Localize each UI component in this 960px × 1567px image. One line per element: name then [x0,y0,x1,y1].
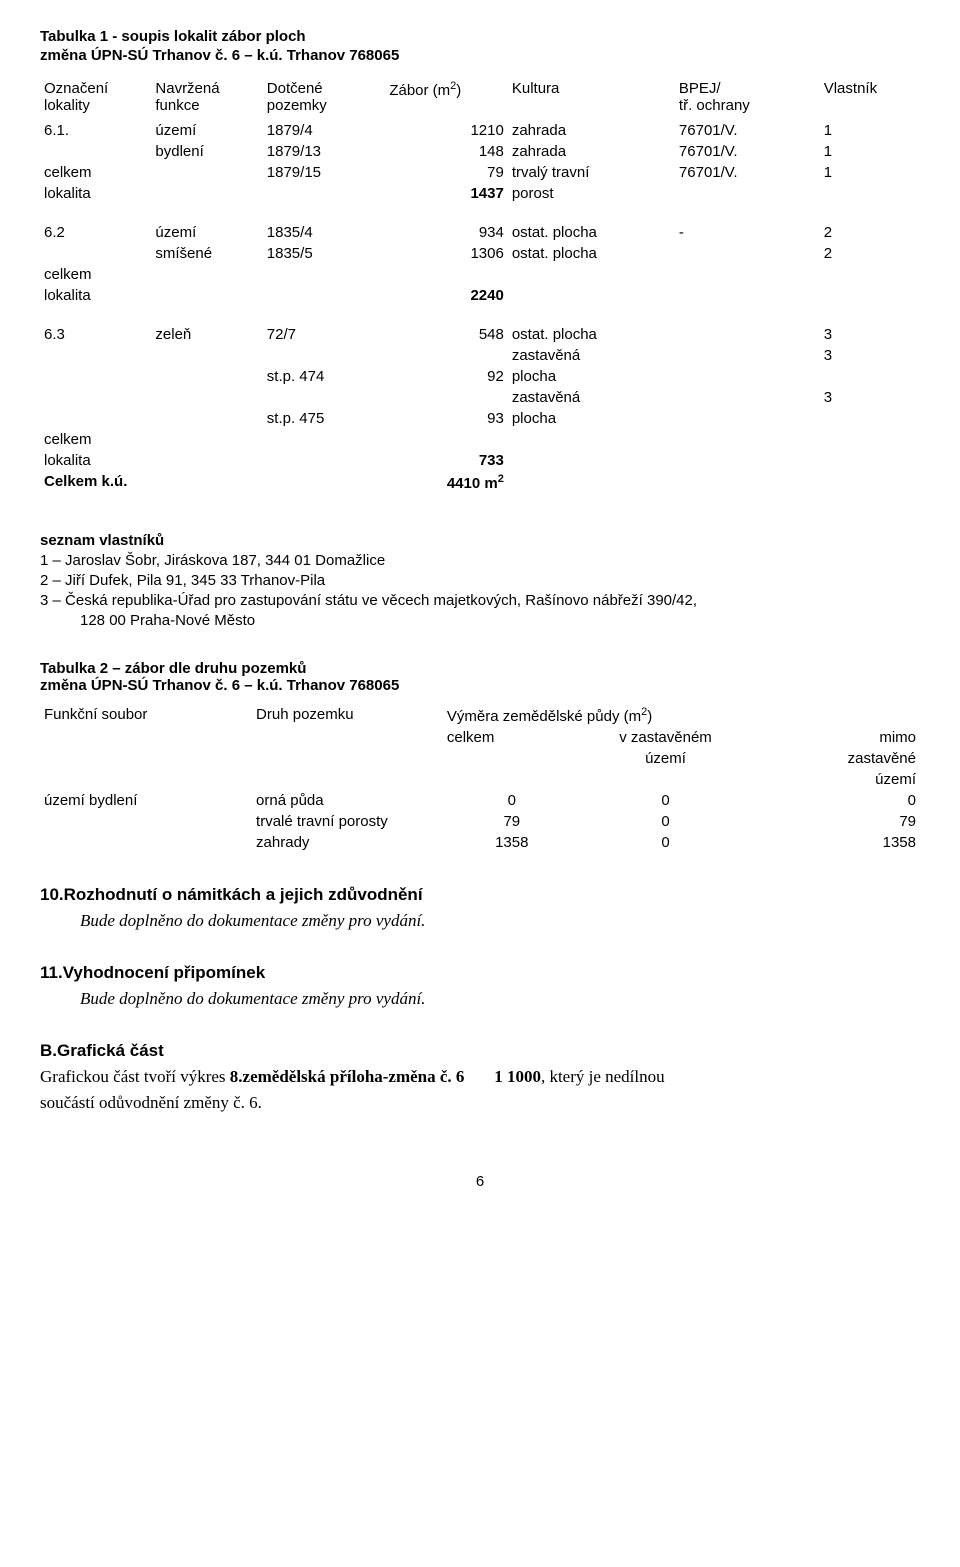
table-row: zahrady 1358 0 1358 [40,832,920,853]
page-number: 6 [40,1173,920,1190]
table-row: území zastavěné [40,748,920,769]
owner-2: 2 – Jiří Dufek, Pila 91, 345 33 Trhanov-… [40,572,920,589]
section-10-body: Bude doplněno do dokumentace změny pro v… [80,911,920,931]
section-b-line2: součástí odůvodnění změny č. 6. [40,1093,920,1113]
owner-3a: 3 – Česká republika-Úřad pro zastupování… [40,592,920,609]
section-b-line1: Grafickou část tvoří výkres 8.zemědělská… [40,1067,920,1087]
table-row: lokalita 733 [40,450,920,471]
section-11-body: Bude doplněno do dokumentace změny pro v… [80,989,920,1009]
table-row: smíšené 1835/5 1306 ostat. plocha 2 [40,243,920,264]
t1-h2: Navrženáfunkce [151,78,262,120]
table-row: 6.3 zeleň 72/7 548 ostat. plocha 3 [40,324,920,345]
t1-h7: Vlastník [820,78,920,120]
table-row: zastavěná 3 [40,387,920,408]
table2-title: Tabulka 2 – zábor dle druhu pozemků [40,660,920,677]
table1: Označenílokality Navrženáfunkce Dotčenép… [40,78,920,494]
t1-h4: Zábor (m2) [385,78,508,120]
t1-h6: BPEJ/tř. ochrany [675,78,820,120]
section-b-title: B.Grafická část [40,1041,920,1061]
table-row: Funkční soubor Druh pozemku Výměra zeměd… [40,704,920,727]
table-row: celkem v zastavěném mimo [40,727,920,748]
t1-h3: Dotčenépozemky [263,78,386,120]
table-row: 6.1. území 1879/4 1210 zahrada 76701/V. … [40,120,920,141]
table-row: lokalita 1437 porost [40,183,920,204]
table1-subtitle: změna ÚPN-SÚ Trhanov č. 6 – k.ú. Trhanov… [40,47,920,64]
table-row: bydlení 1879/13 148 zahrada 76701/V. 1 [40,141,920,162]
table-row: st.p. 475 93 plocha [40,408,920,429]
owner-3b: 128 00 Praha-Nové Město [80,612,920,629]
table-row: lokalita 2240 [40,285,920,306]
owners-title: seznam vlastníků [40,532,920,549]
table-row: celkem [40,429,920,450]
table-row: území bydlení orná půda 0 0 0 [40,790,920,811]
table-row: 6.2 území 1835/4 934 ostat. plocha - 2 [40,222,920,243]
table-row: celkem [40,264,920,285]
table2: Funkční soubor Druh pozemku Výměra zeměd… [40,704,920,853]
table2-subtitle: změna ÚPN-SÚ Trhanov č. 6 – k.ú. Trhanov… [40,677,920,694]
t1-h1: Označenílokality [40,78,151,120]
table1-title: Tabulka 1 - soupis lokalit zábor ploch [40,28,920,45]
table-row: území [40,769,920,790]
section-11-title: 11.Vyhodnocení připomínek [40,963,920,983]
table-row-total: Celkem k.ú. 4410 m2 [40,471,920,494]
t1-h5: Kultura [508,78,675,120]
table-row: zastavěná 3 [40,345,920,366]
owner-1: 1 – Jaroslav Šobr, Jiráskova 187, 344 01… [40,552,920,569]
table-row: trvalé travní porosty 79 0 79 [40,811,920,832]
table-row: st.p. 474 92 plocha [40,366,920,387]
table-row: celkem 1879/15 79 trvalý travní 76701/V.… [40,162,920,183]
owners-list: seznam vlastníků 1 – Jaroslav Šobr, Jirá… [40,532,920,629]
section-10-title: 10.Rozhodnutí o námitkách a jejich zdůvo… [40,885,920,905]
